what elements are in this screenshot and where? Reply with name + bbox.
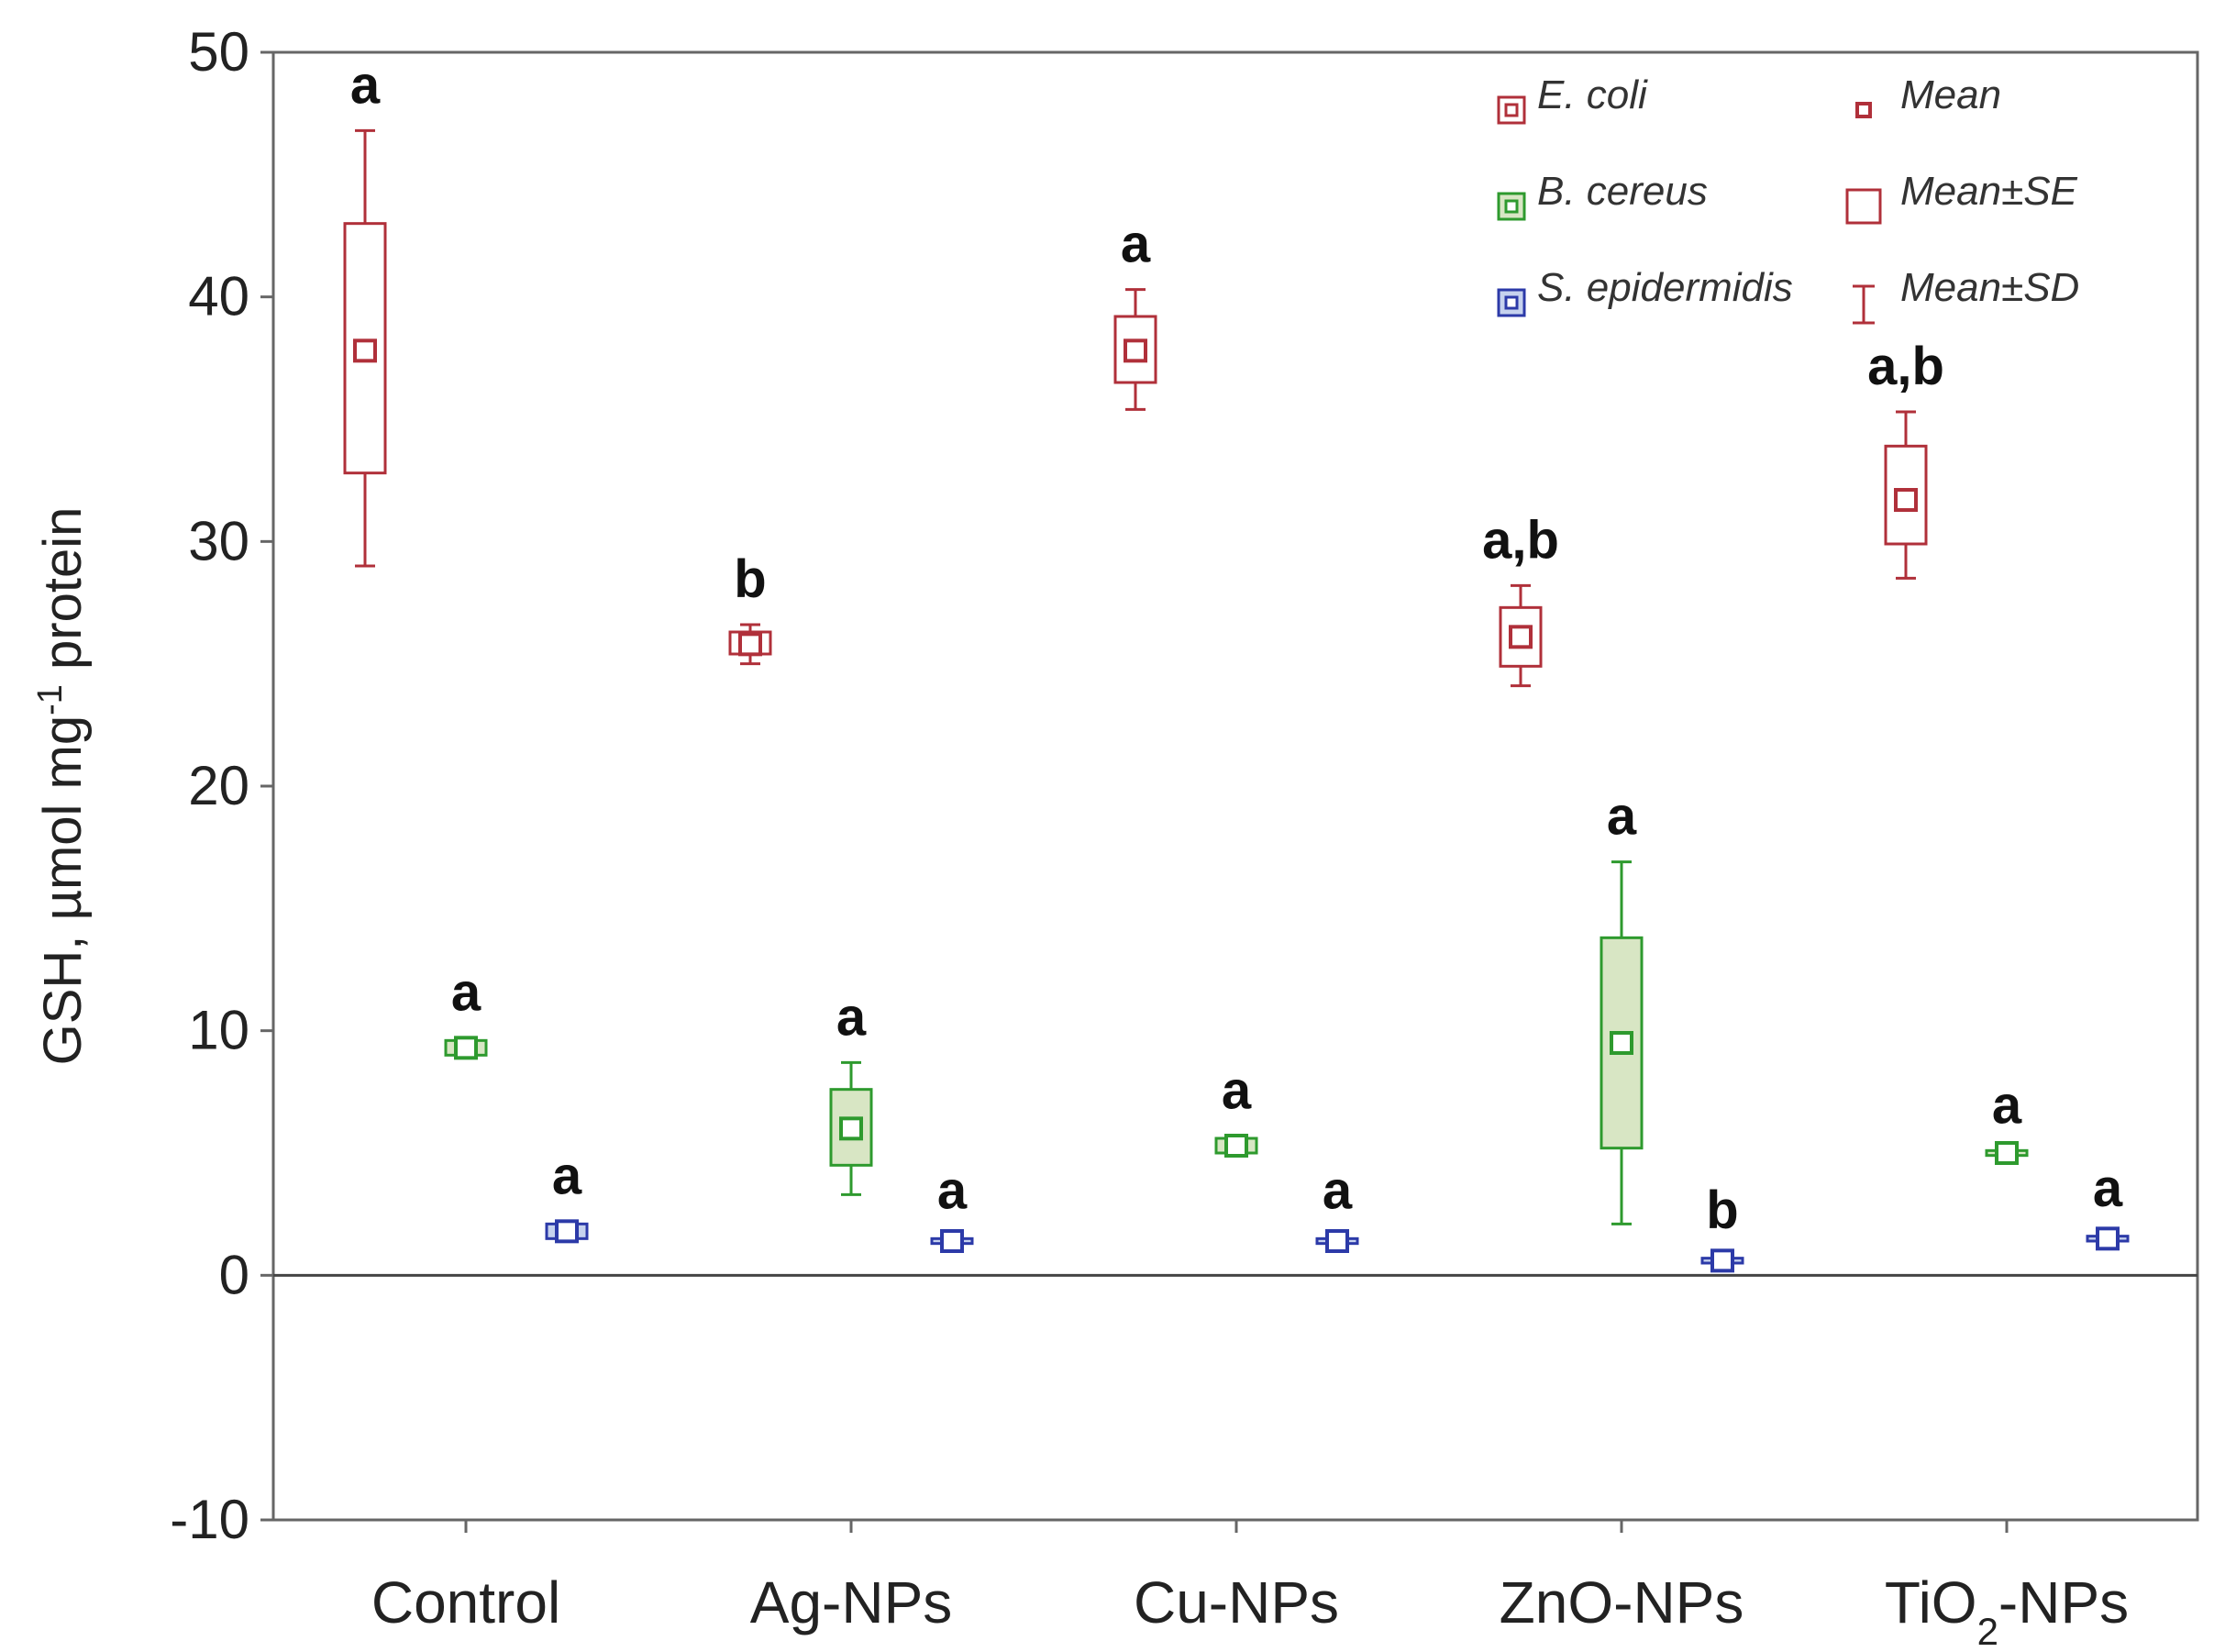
x-tick-label-base: Control	[371, 1569, 560, 1635]
y-tick-label: 20	[188, 755, 249, 816]
significance-label: a	[1607, 787, 1637, 847]
box-group	[930, 1229, 974, 1253]
significance-label: a	[350, 55, 381, 115]
x-tick-label: Ag-NPs	[750, 1569, 953, 1635]
x-tick-label-base: TiO	[1885, 1569, 1977, 1635]
box-group	[2086, 1226, 2130, 1251]
significance-label: a	[1323, 1161, 1353, 1221]
significance-label: a	[1992, 1075, 2022, 1135]
box-group	[1700, 1248, 1744, 1273]
mean-marker	[1124, 338, 1147, 363]
legend-series-label: B. cereus	[1537, 169, 1708, 214]
significance-label: a	[1222, 1060, 1252, 1120]
legend-mean-symbol	[1855, 102, 1872, 118]
legend-se-label: Mean±SE	[1900, 169, 2078, 214]
significance-label: a,b	[1482, 510, 1559, 570]
box-group	[444, 1036, 488, 1060]
significance-label: a	[2093, 1159, 2123, 1218]
mean-marker	[1610, 1031, 1633, 1055]
box-group	[1315, 1229, 1359, 1253]
y-axis-label-sup: -1	[31, 684, 70, 715]
legend: E. coli B. cereus S. epidermidis Mean Mean±S…	[1497, 72, 2079, 325]
legend-se-symbol	[1845, 188, 1882, 225]
mean-marker	[2096, 1226, 2120, 1251]
box-group	[728, 623, 772, 666]
x-tick-label: Cu-NPs	[1134, 1569, 1339, 1635]
legend-mean-label: Mean	[1900, 72, 2001, 117]
significance-label: b	[734, 549, 766, 609]
y-tick-label: 0	[219, 1244, 249, 1305]
legend-series-label: S. epidermidis	[1537, 265, 1793, 310]
x-tick-label-base: ZnO-NPs	[1500, 1569, 1744, 1635]
significance-label: a	[836, 987, 867, 1047]
significance-label: a	[451, 963, 482, 1023]
x-tick-label-tail: -NPs	[1998, 1569, 2129, 1635]
legend-sd-label: Mean±SD	[1900, 265, 2079, 310]
box-group	[1214, 1134, 1258, 1158]
mean-marker	[839, 1116, 863, 1141]
x-tick-label: Control	[371, 1569, 560, 1635]
significance-label: a,b	[1867, 337, 1944, 396]
mean-marker	[1710, 1248, 1734, 1273]
mean-marker	[940, 1229, 964, 1253]
box-group	[343, 128, 387, 568]
box-group	[1985, 1141, 2029, 1165]
box-group	[1600, 860, 1644, 1225]
legend-series-mean	[1504, 295, 1519, 310]
mean-marker	[555, 1219, 579, 1244]
box-group	[1884, 410, 1928, 580]
x-tick-label: ZnO-NPs	[1500, 1569, 1744, 1635]
y-axis-label-rest: protein	[33, 507, 93, 684]
legend-series-mean	[1504, 103, 1519, 117]
y-tick-label: 30	[188, 510, 249, 571]
y-tick-label: 10	[188, 1000, 249, 1061]
mean-marker	[1325, 1229, 1349, 1253]
mean-marker	[1894, 488, 1918, 512]
y-tick-label: 50	[188, 21, 249, 83]
significance-label: b	[1706, 1181, 1738, 1240]
mean-marker	[1509, 625, 1533, 649]
mean-marker	[738, 632, 762, 657]
box-group	[1113, 288, 1157, 411]
legend-series-label: E. coli	[1537, 72, 1648, 117]
box-group	[829, 1060, 873, 1196]
mean-marker	[1224, 1134, 1248, 1158]
x-tick-label: TiO2-NPs	[1885, 1569, 2129, 1652]
significance-label: a	[552, 1147, 582, 1206]
legend-series-mean	[1504, 199, 1519, 214]
legend-series-swatch	[1497, 288, 1526, 317]
mean-marker	[353, 338, 377, 363]
box-group	[545, 1219, 589, 1244]
x-tick-label-base: Cu-NPs	[1134, 1569, 1339, 1635]
significance-label: a	[937, 1161, 968, 1221]
x-tick-label-sub: 2	[1977, 1610, 1998, 1652]
x-tick-label-base: Ag-NPs	[750, 1569, 953, 1635]
box-group	[1499, 583, 1543, 688]
y-tick-label: -10	[170, 1489, 249, 1550]
y-axis-label-main: GSH, µmol mg	[33, 715, 93, 1065]
mean-marker	[1995, 1141, 2019, 1165]
y-tick-label: 40	[188, 266, 249, 327]
mean-marker	[454, 1036, 478, 1060]
y-axis-label: GSH, µmol mg-1 protein	[31, 507, 93, 1066]
significance-label: a	[1121, 215, 1151, 274]
